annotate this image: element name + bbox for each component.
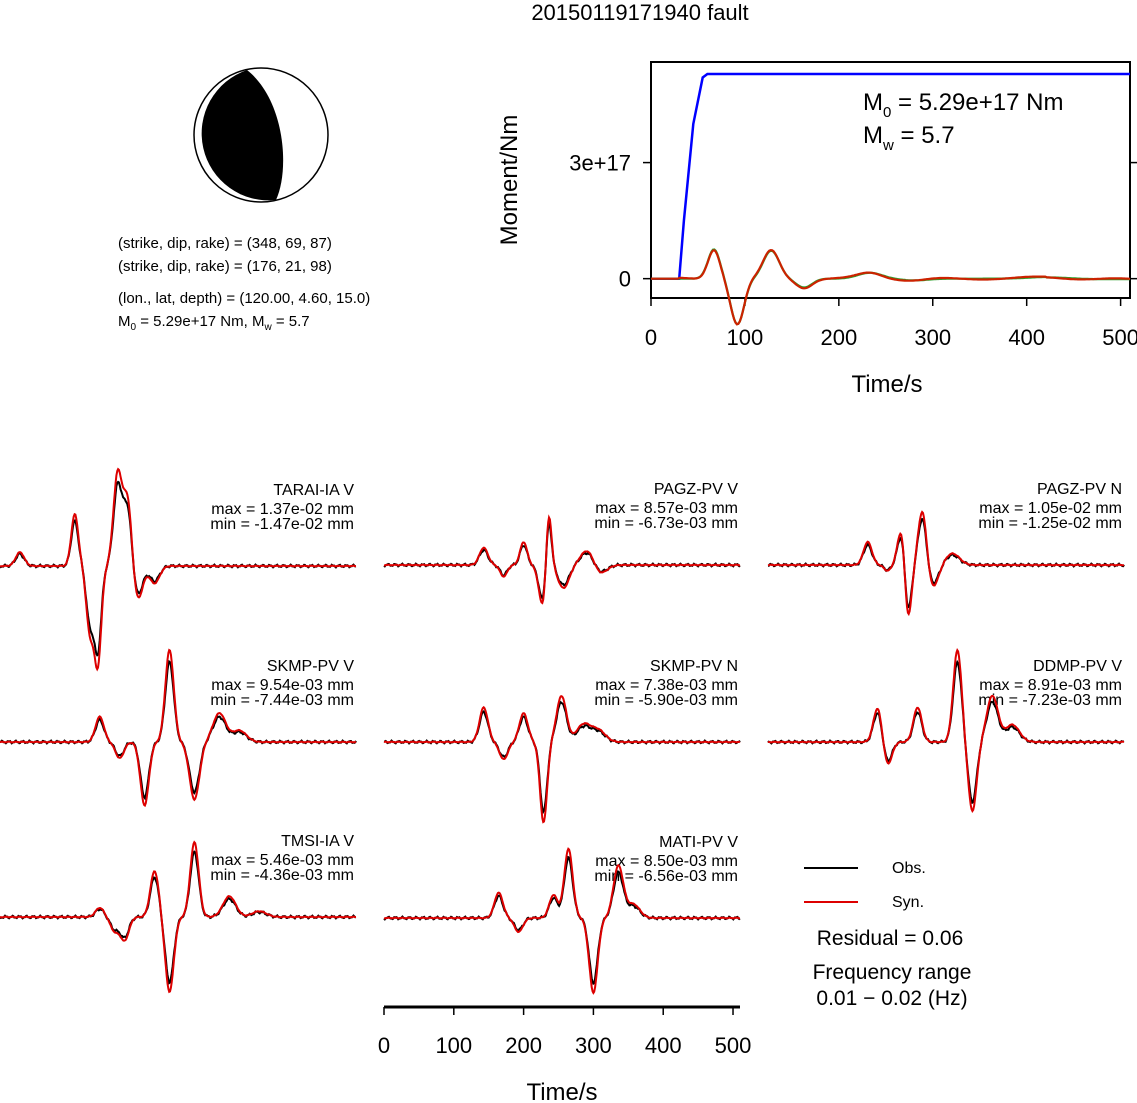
synthetic-trace — [383, 695, 741, 824]
source-location: (lon., lat, depth) = (120.00, 4.60, 15.0… — [118, 290, 370, 307]
beachball-compressional-quadrant — [201, 70, 284, 201]
beachball — [193, 67, 329, 203]
waveform-x-tick-label: 400 — [645, 1033, 682, 1058]
legend: Obs. Syn. Residual = 0.06 Frequency rang… — [804, 860, 971, 1010]
legend-obs-label: Obs. — [892, 860, 926, 877]
observed-trace — [767, 517, 1125, 609]
stf-x-tick-label: 0 — [645, 325, 657, 350]
station-label: DDMP-PV V — [1033, 658, 1122, 675]
stf-plot-frame — [650, 61, 1131, 299]
synthetic-trace — [0, 467, 356, 672]
station-max-amplitude: max = 8.91e-03 mm — [979, 677, 1122, 694]
station-min-amplitude: min = -1.25e-02 mm — [978, 515, 1122, 532]
station-label: PAGZ-PV N — [1037, 481, 1122, 498]
stf-y-tick-label: 3e+17 — [569, 151, 631, 176]
station-min-amplitude: min = -4.36e-03 mm — [210, 867, 354, 884]
station-label: SKMP-PV V — [267, 658, 354, 675]
stf-x-tick-label: 100 — [727, 325, 764, 350]
station-min-amplitude: min = -7.44e-03 mm — [210, 692, 354, 709]
stf-m0-annotation: M0 = 5.29e+17 Nm — [863, 89, 1063, 121]
stf-x-tick-label: 500 — [1102, 325, 1137, 350]
synthetic-trace — [767, 510, 1125, 617]
stf-ylabel: Moment/Nm — [496, 115, 523, 246]
stf-x-tick-label: 400 — [1008, 325, 1045, 350]
legend-syn-label: Syn. — [892, 894, 924, 911]
stf-rate-syn-curve — [651, 248, 1131, 326]
station-max-amplitude: max = 1.05e-02 mm — [979, 500, 1122, 517]
stf-x-tick-label: 200 — [820, 325, 857, 350]
waveform-x-tick-label: 300 — [575, 1033, 612, 1058]
station-max-amplitude: max = 1.37e-02 mm — [211, 501, 354, 518]
station-min-amplitude: min = -5.90e-03 mm — [594, 692, 738, 709]
frequency-range-title: Frequency range — [813, 961, 972, 984]
waveform-x-tick-label: 100 — [435, 1033, 472, 1058]
station-max-amplitude: max = 5.46e-03 mm — [211, 852, 354, 869]
station-min-amplitude: min = -7.23e-03 mm — [978, 692, 1122, 709]
figure-title: 20150119171940 fault — [531, 0, 748, 25]
stf-x-tick-label: 300 — [914, 325, 951, 350]
nodal-plane-1: (strike, dip, rake) = (348, 69, 87) — [118, 235, 332, 252]
waveform-xlabel: Time/s — [526, 1079, 597, 1103]
station-max-amplitude: max = 7.38e-03 mm — [595, 677, 738, 694]
stf-y-tick-label: 0 — [619, 267, 631, 292]
station-min-amplitude: min = -1.47e-02 mm — [210, 516, 354, 533]
nodal-plane-2: (strike, dip, rake) = (176, 21, 98) — [118, 258, 332, 275]
station-label: TARAI-IA V — [273, 482, 354, 499]
station-label: TMSI-IA V — [281, 833, 354, 850]
stf-rate-obs-curve — [651, 248, 1130, 326]
stf-xlabel: Time/s — [851, 371, 922, 398]
mechanism-info: (strike, dip, rake) = (348, 69, 87) (str… — [118, 235, 370, 333]
frequency-range-value: 0.01 − 0.02 (Hz) — [816, 987, 967, 1010]
station-max-amplitude: max = 9.54e-03 mm — [211, 677, 354, 694]
residual-text: Residual = 0.06 — [817, 927, 964, 950]
source-moment: M0 = 5.29e+17 Nm, Mw = 5.7 — [118, 313, 310, 333]
synthetic-trace — [383, 514, 741, 605]
station-max-amplitude: max = 8.57e-03 mm — [595, 500, 738, 517]
station-label: MATI-PV V — [659, 834, 738, 851]
station-max-amplitude: max = 8.50e-03 mm — [595, 853, 738, 870]
station-label: PAGZ-PV V — [654, 481, 738, 498]
station-label: SKMP-PV N — [650, 658, 738, 675]
synthetic-trace — [0, 840, 356, 994]
station-min-amplitude: min = -6.73e-03 mm — [594, 515, 738, 532]
observed-trace — [383, 700, 741, 815]
synthetic-trace — [383, 847, 741, 995]
waveform-time-axis: Time/s 0 100 200 300 400 500 — [378, 1005, 752, 1103]
waveform-x-tick-label: 500 — [715, 1033, 752, 1058]
waveform-x-tick-label: 0 — [378, 1033, 390, 1058]
waveform-x-tick-label: 200 — [505, 1033, 542, 1058]
station-min-amplitude: min = -6.56e-03 mm — [594, 868, 738, 885]
synthetic-trace — [0, 648, 357, 808]
stf-mw-annotation: Mw = 5.7 — [863, 122, 955, 154]
synthetic-trace — [767, 647, 1124, 813]
